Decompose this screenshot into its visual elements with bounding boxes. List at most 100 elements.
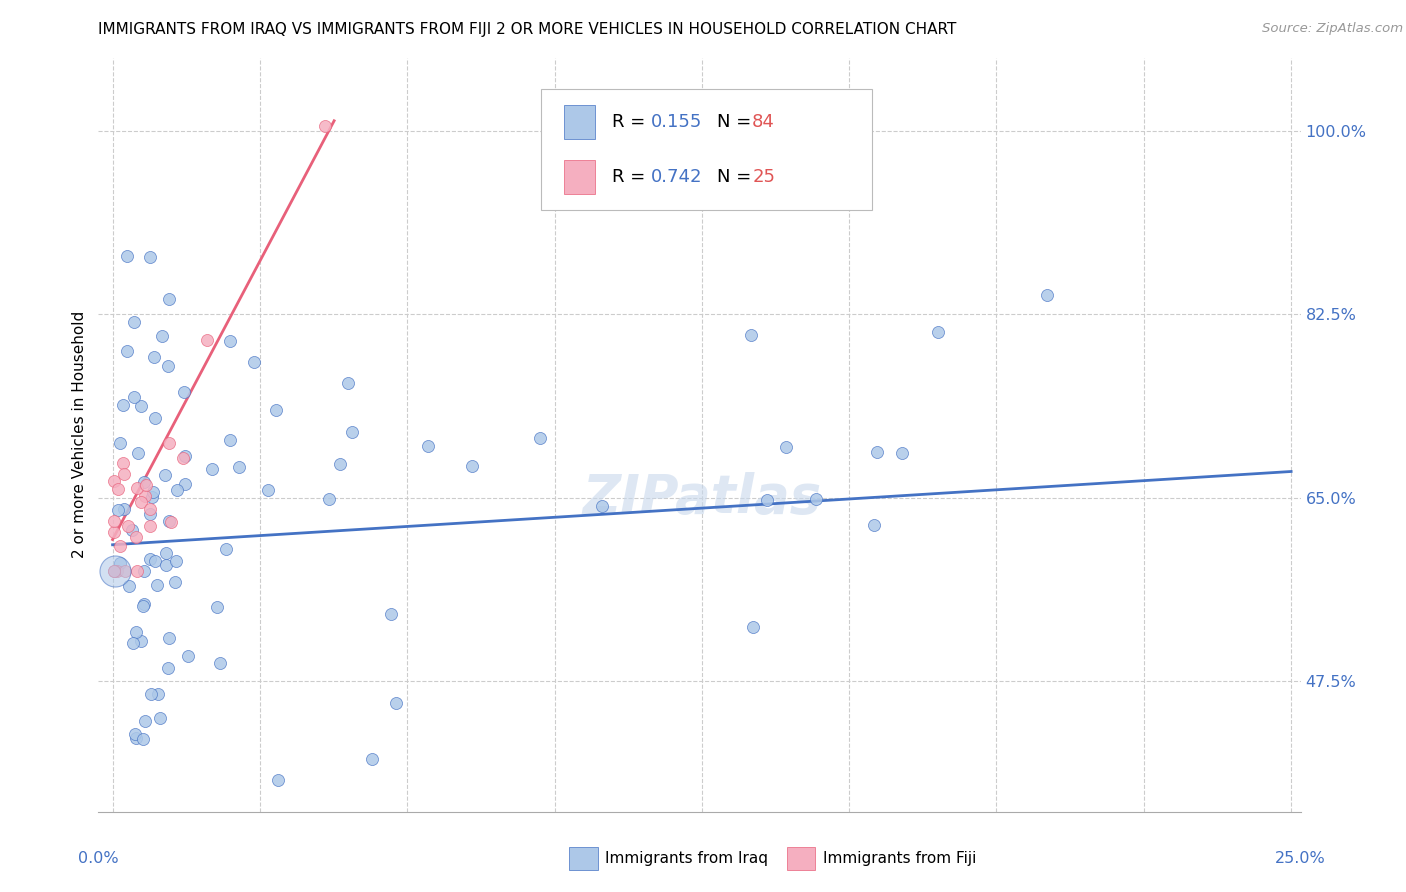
- Text: 25.0%: 25.0%: [1275, 851, 1326, 865]
- Point: [103, 564, 125, 578]
- Point: [155, 558, 177, 572]
- Point: [740, 328, 762, 343]
- Point: [132, 599, 155, 613]
- Point: [112, 398, 135, 412]
- Text: R =: R =: [612, 112, 651, 131]
- Point: [132, 597, 155, 611]
- Point: [142, 485, 165, 500]
- Point: [122, 315, 145, 329]
- Point: [157, 436, 180, 450]
- Point: [118, 578, 141, 592]
- Point: [146, 577, 169, 591]
- Point: [105, 564, 128, 578]
- Point: [139, 687, 162, 701]
- Point: [219, 434, 242, 448]
- Point: [127, 445, 149, 459]
- Point: [122, 635, 145, 649]
- Text: 25: 25: [752, 168, 775, 186]
- Point: [416, 439, 439, 453]
- Point: [152, 329, 174, 343]
- Y-axis label: 2 or more Vehicles in Household: 2 or more Vehicles in Household: [72, 311, 87, 558]
- Point: [755, 493, 778, 508]
- Point: [591, 499, 613, 513]
- Point: [200, 462, 222, 476]
- Point: [129, 495, 152, 509]
- Point: [115, 344, 138, 359]
- Point: [159, 631, 181, 645]
- Point: [125, 624, 148, 639]
- Text: 0.742: 0.742: [651, 168, 703, 186]
- Point: [141, 490, 163, 504]
- Point: [337, 376, 360, 390]
- Point: [112, 467, 135, 481]
- Point: [157, 514, 180, 528]
- Point: [741, 620, 763, 634]
- Point: [153, 468, 176, 483]
- Point: [122, 390, 145, 404]
- Point: [103, 564, 125, 578]
- Point: [314, 119, 336, 133]
- Point: [124, 727, 146, 741]
- Text: Source: ZipAtlas.com: Source: ZipAtlas.com: [1263, 22, 1403, 36]
- Point: [157, 292, 180, 306]
- Point: [139, 502, 162, 516]
- Point: [264, 403, 287, 417]
- Point: [135, 477, 157, 491]
- Text: ZIPatlas: ZIPatlas: [582, 472, 821, 524]
- Point: [139, 250, 162, 264]
- Point: [173, 385, 195, 400]
- Point: [205, 600, 228, 615]
- Point: [804, 492, 827, 507]
- Point: [1036, 287, 1059, 301]
- Point: [166, 483, 188, 498]
- Point: [103, 514, 125, 528]
- Point: [866, 445, 889, 459]
- Point: [891, 446, 914, 460]
- Point: [132, 731, 155, 746]
- Text: R =: R =: [612, 168, 651, 186]
- Point: [112, 456, 135, 470]
- Point: [775, 440, 797, 454]
- Point: [125, 481, 148, 495]
- Point: [461, 459, 484, 474]
- Point: [257, 483, 280, 498]
- Point: [129, 400, 152, 414]
- Point: [228, 459, 250, 474]
- Point: [862, 518, 884, 533]
- Text: IMMIGRANTS FROM IRAQ VS IMMIGRANTS FROM FIJI 2 OR MORE VEHICLES IN HOUSEHOLD COR: IMMIGRANTS FROM IRAQ VS IMMIGRANTS FROM …: [98, 22, 957, 37]
- Point: [103, 474, 125, 488]
- Point: [329, 457, 352, 471]
- Point: [146, 687, 169, 701]
- Text: Immigrants from Fiji: Immigrants from Fiji: [823, 851, 976, 865]
- Point: [114, 564, 136, 578]
- Point: [132, 565, 155, 579]
- Point: [157, 359, 180, 373]
- Point: [134, 489, 156, 503]
- Point: [208, 657, 231, 671]
- Point: [385, 697, 408, 711]
- Point: [108, 436, 131, 450]
- Point: [215, 542, 238, 557]
- Point: [360, 752, 382, 766]
- Point: [160, 515, 183, 529]
- Point: [107, 482, 129, 496]
- Point: [165, 574, 187, 589]
- Point: [139, 519, 162, 533]
- Point: [219, 334, 242, 348]
- Point: [103, 524, 125, 539]
- Point: [145, 410, 167, 425]
- Point: [134, 475, 156, 489]
- Point: [127, 564, 149, 578]
- Point: [927, 325, 949, 339]
- Point: [174, 476, 197, 491]
- Text: Immigrants from Iraq: Immigrants from Iraq: [605, 851, 768, 865]
- Point: [318, 491, 340, 506]
- Point: [104, 564, 127, 578]
- Point: [125, 531, 148, 545]
- Point: [121, 523, 143, 537]
- Point: [112, 502, 135, 516]
- Point: [145, 554, 167, 568]
- Point: [266, 773, 288, 788]
- Point: [143, 351, 166, 365]
- Point: [125, 731, 148, 746]
